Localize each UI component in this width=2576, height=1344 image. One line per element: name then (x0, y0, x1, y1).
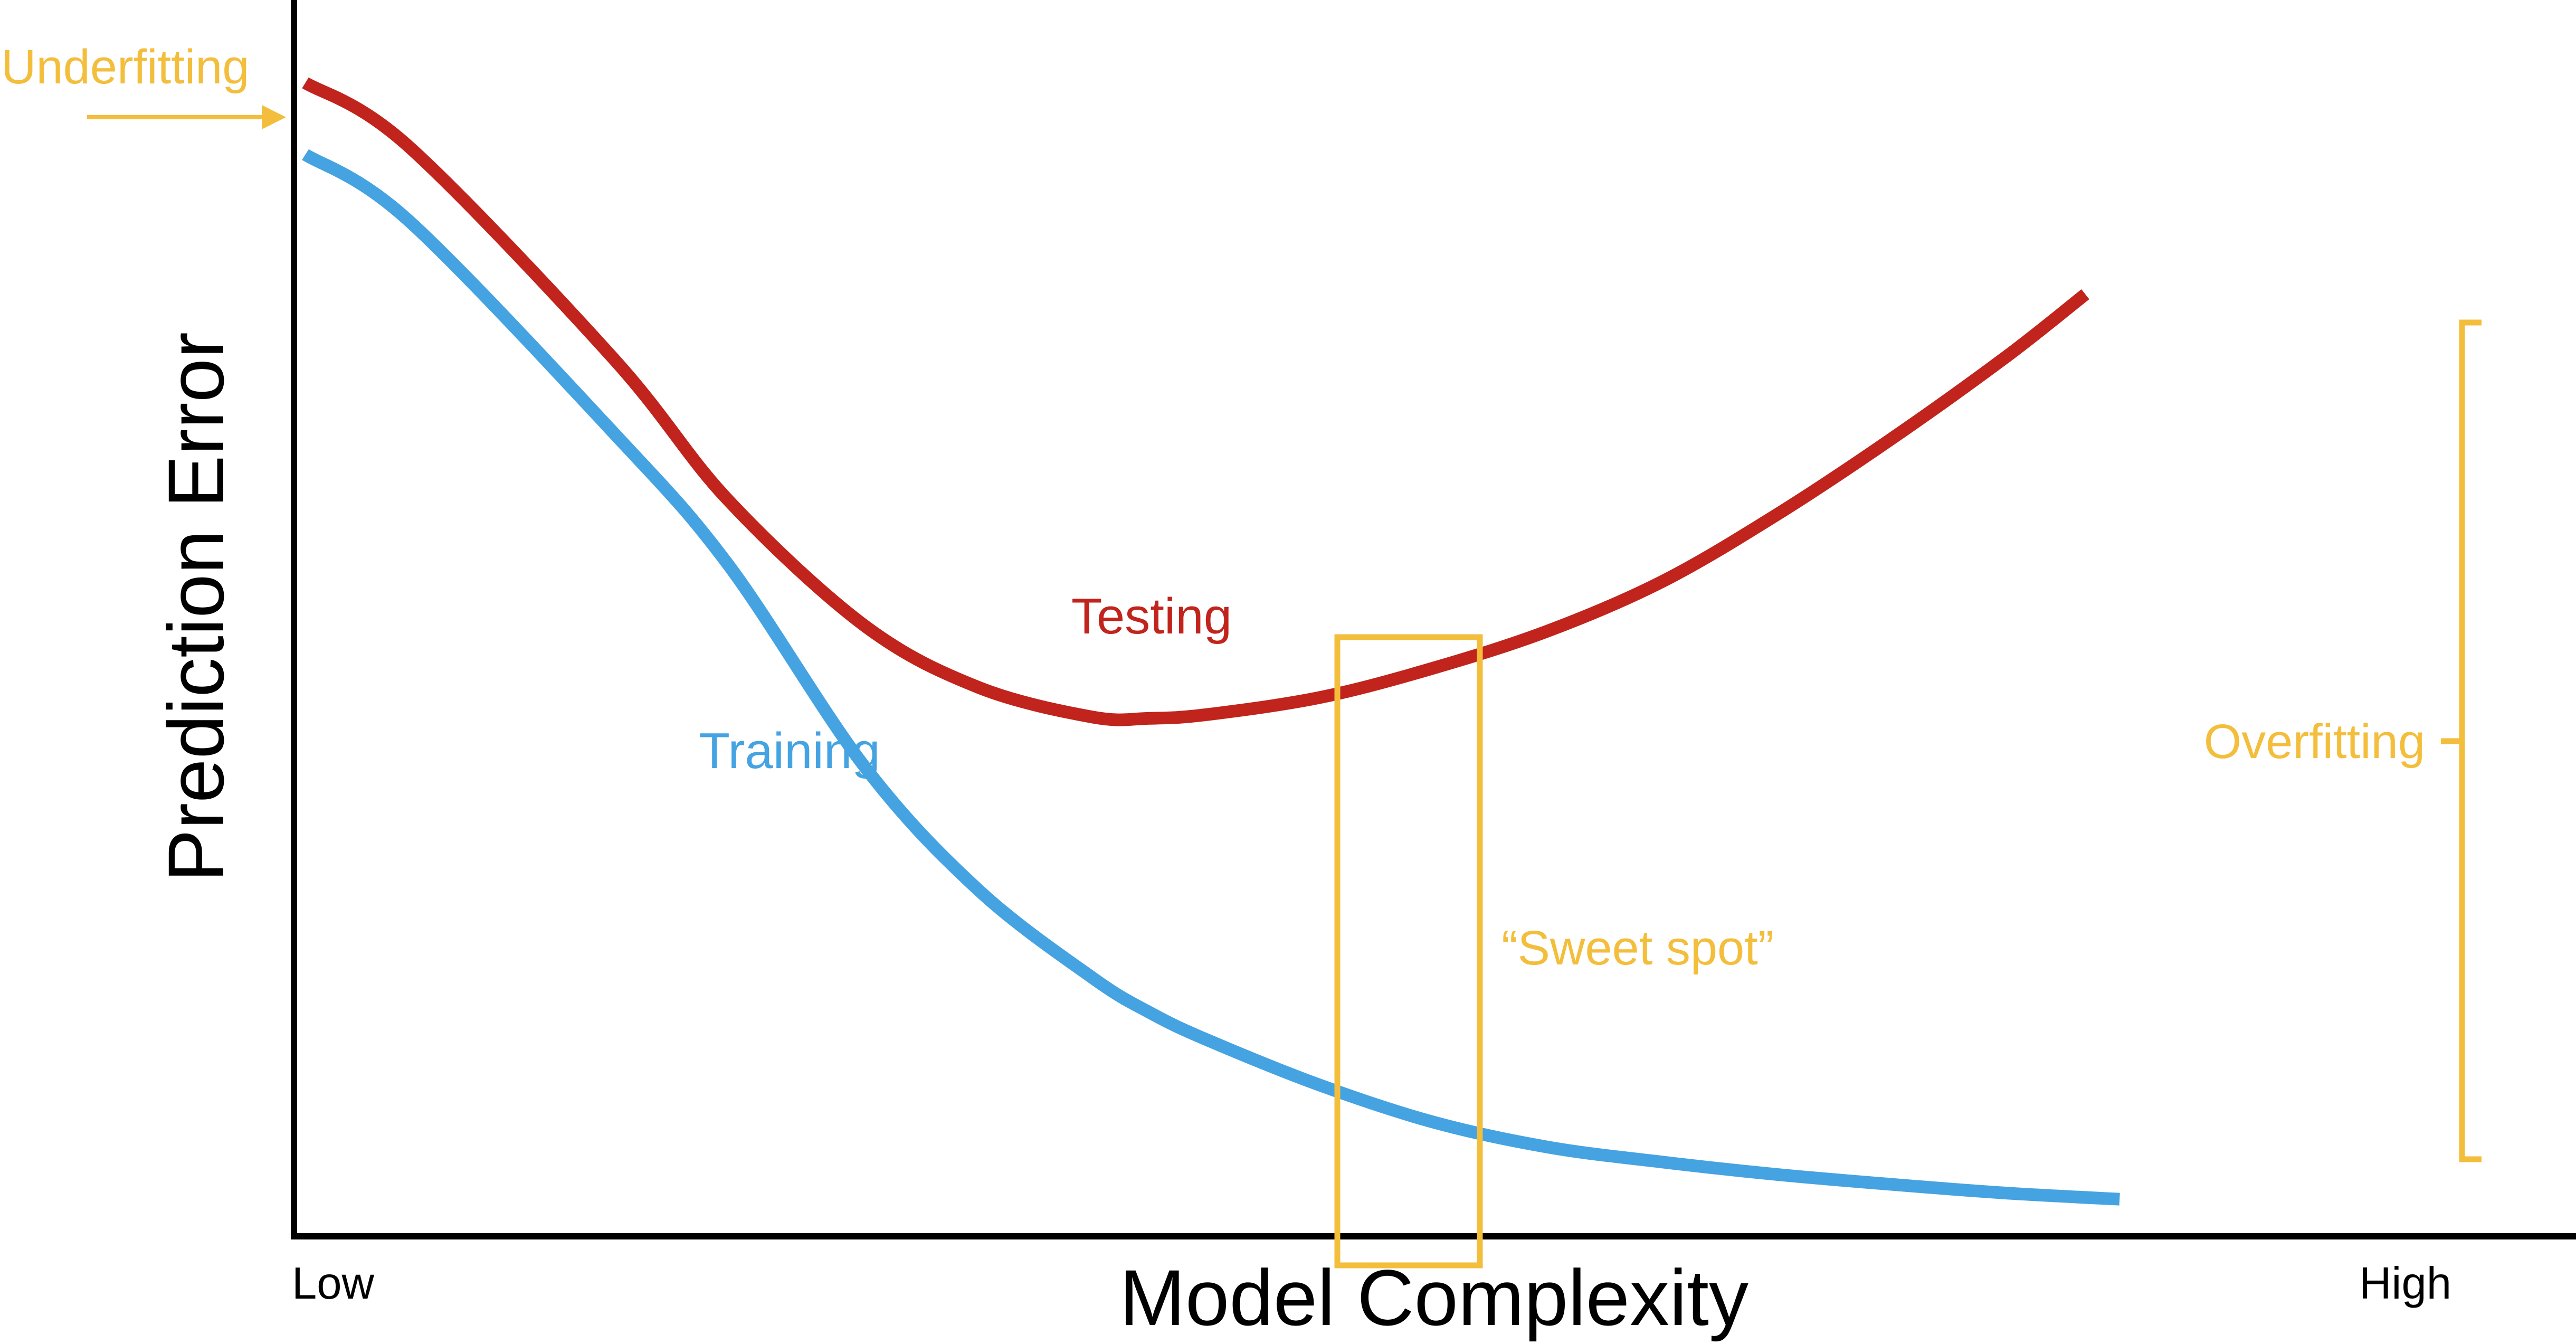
series-line-training (302, 149, 2120, 1206)
overfitting-bracket (2459, 319, 2482, 1162)
series-label-training: Training (699, 723, 880, 779)
x-tick-label-high: High (2359, 1258, 2451, 1309)
sweet-spot-box (1334, 634, 1483, 1269)
x-tick-label-low: Low (292, 1258, 375, 1309)
overfitting-label: Overfitting (2204, 715, 2425, 769)
sweet-spot-label: “Sweet spot” (1501, 921, 1774, 975)
series-label-testing: Testing (1071, 588, 1232, 645)
series-layer (302, 77, 2120, 1206)
annotation-layer (87, 105, 2482, 1269)
series-line-testing (302, 77, 2089, 726)
axes (291, 0, 2576, 1239)
underfitting-label: Underfitting (1, 40, 249, 94)
y-axis-label: Prediction Error (151, 332, 240, 882)
x-axis-label: Model Complexity (1119, 1253, 1748, 1342)
text-layer: Prediction Error Model Complexity Low Hi… (1, 40, 2451, 1342)
underfitting-arrow-head (262, 105, 286, 129)
